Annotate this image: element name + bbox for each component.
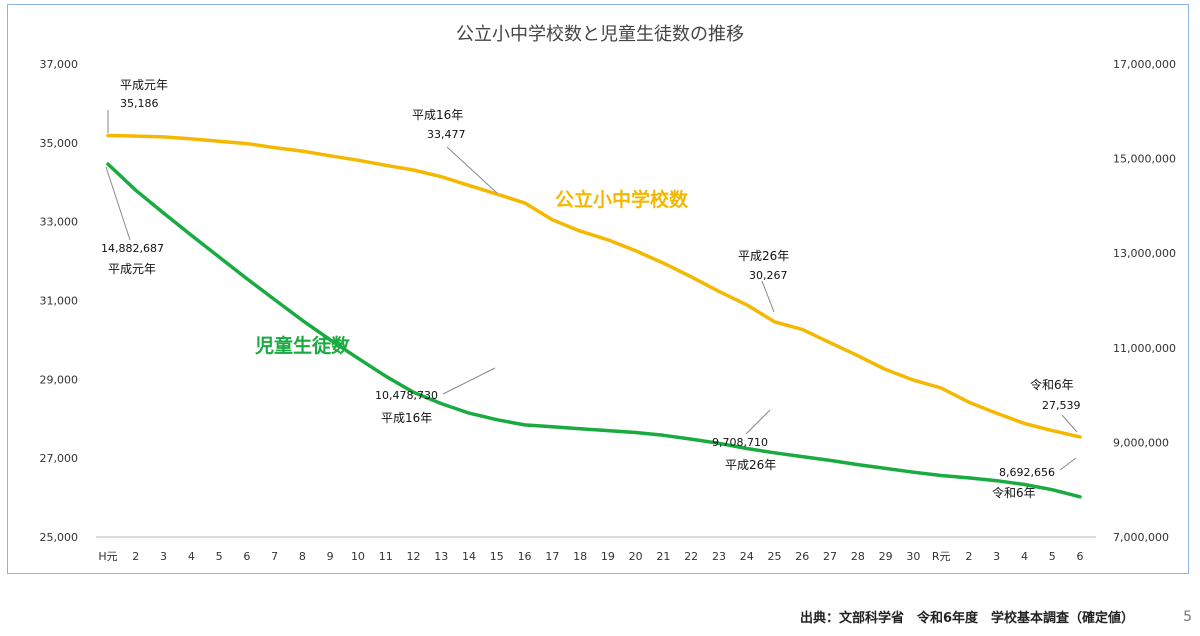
annotation-school-h1-year: 平成元年 (120, 78, 168, 92)
source-note: 出典：文部科学省 令和6年度 学校基本調査（確定値） (799, 611, 1134, 626)
leader-school-h26 (761, 280, 775, 313)
y-right-tick-label: 7,000,000 (1113, 531, 1169, 544)
annotation-students-h26-year: 平成26年 (725, 458, 776, 472)
leader-stu-h16 (442, 367, 496, 395)
x-tick-label: 4 (188, 550, 195, 563)
x-tick-label: 26 (795, 550, 809, 563)
leader-school-r6 (1061, 414, 1078, 433)
annotation-students-r6-value: 8,692,656 (999, 466, 1055, 479)
series-label-school: 公立小中学校数 (555, 188, 689, 211)
y-left-tick-label: 37,000 (40, 58, 79, 71)
x-tick-label: 14 (462, 550, 476, 563)
x-tick-label: 2 (965, 550, 972, 563)
leader-stu-r6 (1059, 457, 1077, 471)
annotation-students-r6-year: 令和6年 (992, 485, 1036, 500)
y-left-tick-label: 25,000 (40, 531, 79, 544)
y-left-tick-label: 33,000 (40, 216, 79, 229)
series-line-school (106, 133, 1082, 439)
x-tick-label: 13 (434, 550, 448, 563)
y-axis-right: 7,000,000 9,000,000 11,000,000 13,000,000 15… (1113, 58, 1176, 544)
x-tick-label: 6 (243, 550, 250, 563)
chart-frame (7, 4, 1189, 574)
series-line-students (106, 162, 1082, 499)
x-tick-label: 30 (906, 550, 920, 563)
x-tick-label: 25 (768, 550, 782, 563)
y-right-tick-label: 17,000,000 (1113, 58, 1176, 71)
x-tick-label: 5 (216, 550, 223, 563)
annotation-leaders (105, 110, 1078, 471)
x-tick-label: R元 (932, 550, 951, 563)
x-tick-label: 24 (740, 550, 754, 563)
page-number: 5 (1183, 609, 1192, 625)
x-tick-label: 9 (327, 550, 334, 563)
leader-school-h16 (446, 146, 498, 194)
series-label-students: 児童生徒数 (254, 334, 351, 357)
x-tick-label: 16 (518, 550, 532, 563)
x-tick-label: 19 (601, 550, 615, 563)
y-left-tick-label: 31,000 (40, 295, 79, 308)
x-tick-label: 18 (573, 550, 587, 563)
x-tick-label: 7 (271, 550, 278, 563)
y-right-tick-label: 9,000,000 (1113, 436, 1169, 449)
leader-stu-h26 (745, 409, 771, 435)
x-tick-label: 5 (1049, 550, 1056, 563)
x-tick-label: 29 (879, 550, 893, 563)
x-tick-label: 11 (379, 550, 393, 563)
x-axis: H元 2 3 4 5 6 7 8 9 10 11 12 13 14 15 16 17 18 19 20 21 22 23 24… (98, 550, 1083, 563)
x-tick-label: H元 (98, 550, 117, 563)
x-tick-label: 28 (851, 550, 865, 563)
annotation-school-h16-year: 平成16年 (412, 108, 463, 122)
x-tick-label: 20 (629, 550, 643, 563)
y-axis-left: 25,000 27,000 29,000 31,000 33,000 35,000 37,0… (40, 58, 79, 544)
annotation-students-h1-value: 14,882,687 (101, 242, 164, 255)
annotation-students-h16-year: 平成16年 (381, 411, 432, 425)
x-tick-label: 17 (545, 550, 559, 563)
y-right-tick-label: 15,000,000 (1113, 153, 1176, 166)
annotation-students-h16-value: 10,478,730 (375, 389, 438, 402)
x-tick-label: 15 (490, 550, 504, 563)
y-left-tick-label: 27,000 (40, 452, 79, 465)
annotation-school-h1-value: 35,186 (120, 97, 159, 110)
x-tick-label: 3 (160, 550, 167, 563)
y-left-tick-label: 35,000 (40, 137, 79, 150)
x-tick-label: 4 (1021, 550, 1028, 563)
x-tick-label: 10 (351, 550, 365, 563)
x-tick-label: 2 (132, 550, 139, 563)
y-right-tick-label: 11,000,000 (1113, 342, 1176, 355)
annotation-school-r6-value: 27,539 (1042, 399, 1081, 412)
annotation-students-h1-year: 平成元年 (108, 262, 156, 276)
x-tick-label: 3 (993, 550, 1000, 563)
annotation-school-h26-value: 30,267 (749, 269, 788, 282)
annotation-students-h26-value: 9,708,710 (712, 436, 768, 449)
annotation-school-h16-value: 33,477 (427, 128, 466, 141)
annotation-school-r6-year: 令和6年 (1030, 377, 1074, 392)
y-left-tick-label: 29,000 (40, 373, 79, 386)
x-tick-label: 22 (684, 550, 698, 563)
leader-stu-h1 (105, 166, 131, 241)
x-tick-label: 12 (406, 550, 420, 563)
x-tick-label: 23 (712, 550, 726, 563)
annotation-school-h26-year: 平成26年 (738, 249, 789, 263)
chart-title: 公立小中学校数と児童生徒数の推移 (456, 24, 744, 45)
x-tick-label: 8 (299, 550, 306, 563)
x-tick-label: 27 (823, 550, 837, 563)
x-tick-label: 6 (1077, 550, 1084, 563)
x-tick-label: 21 (656, 550, 670, 563)
y-right-tick-label: 13,000,000 (1113, 247, 1176, 260)
